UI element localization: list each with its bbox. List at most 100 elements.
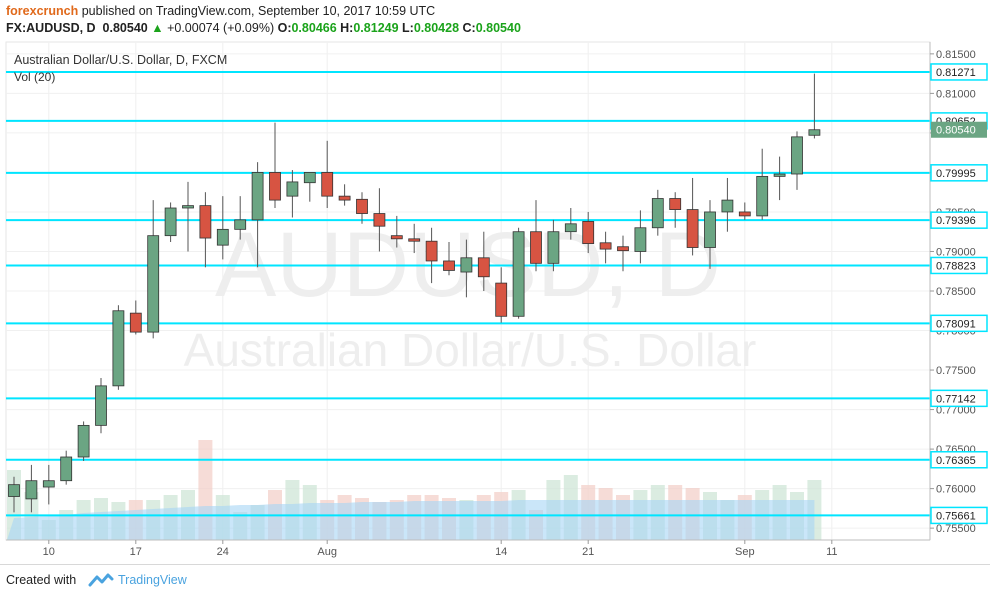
candle [530,200,542,272]
candle [808,73,821,139]
price-tick-label: 0.75500 [936,523,976,535]
time-tick-label: 21 [582,546,594,558]
candles [8,73,821,513]
candle [669,192,682,228]
candle-body [60,456,73,482]
candle [129,300,142,335]
candle [634,210,647,264]
candle-body [303,172,316,184]
candle-body [164,207,177,237]
candle [651,189,664,236]
level-label: 0.78823 [936,260,976,272]
volume-indicator-label: Vol (20) [14,70,55,84]
publish-info: forexcrunch published on TradingView.com… [6,4,435,18]
time-tick-label: 24 [217,546,229,558]
symbol-label: FX:AUDUSD, D [6,21,96,35]
candle [512,227,525,319]
publish-text: published on TradingView.com, September … [81,4,436,18]
candle [112,305,125,390]
candle [599,231,612,264]
level-label-box [930,63,988,81]
candle [425,227,438,284]
candle-body [617,246,629,252]
level-label: 0.79396 [936,215,976,227]
candle-body [8,484,20,497]
candlestick-chart[interactable]: AUDUSD, D Australian Dollar/U.S. Dollar … [0,40,990,564]
candle-body [338,195,351,201]
candle-body [791,136,803,175]
candle [25,464,38,513]
candle [773,156,786,201]
candle [77,421,90,461]
candle [216,196,229,260]
candle-body [808,129,821,136]
candle-body [547,231,560,264]
price-tick-label: 0.81500 [936,49,976,61]
candle [234,196,247,240]
candle-body [182,205,194,209]
footer: Created with TradingView [0,564,990,597]
candle [42,464,55,505]
candle-body [721,199,734,213]
candle [338,184,351,206]
level-label: 0.75661 [936,510,976,522]
candle [95,377,107,434]
author-link[interactable]: forexcrunch [6,4,79,18]
candle-body [651,198,664,229]
candle [321,140,334,208]
time-tick-label: Aug [317,546,337,558]
level-label: 0.79995 [936,168,976,180]
time-axis[interactable]: 10 17 24 Aug 14 21 Sep 11 [6,539,930,558]
candle [8,476,20,513]
candle-body [425,240,438,262]
candle-body [77,424,90,458]
close-value: 0.80540 [475,21,521,35]
horizontal-levels[interactable] [6,70,930,517]
candle-body [25,480,38,500]
time-tick-label: Sep [735,546,755,558]
time-tick-label: 10 [43,546,55,558]
candle [408,223,421,254]
candle [756,148,769,220]
last-price: 0.80540 [102,21,148,35]
candle-body [269,172,281,201]
candle-body [582,221,595,244]
price-tick-label: 0.81000 [936,88,976,100]
candle-body [599,242,612,250]
high-label: H: [340,21,354,35]
candle-body [112,310,125,387]
price-tick-label: 0.79000 [936,246,976,258]
candle-body [373,213,386,227]
candle-body [634,227,647,252]
tradingview-link[interactable]: TradingView [118,573,187,587]
candle [686,177,699,256]
candle [721,177,734,232]
candle [495,267,508,323]
candle-body [756,175,769,217]
candle [582,211,595,254]
chart-header: forexcrunch published on TradingView.com… [0,0,990,40]
candle-body [408,238,421,242]
candle-body [129,312,142,333]
level-labels: 0.812710.806520.799950.793960.788230.780… [930,63,988,525]
candle [199,192,212,268]
candle [443,241,455,276]
price-change: +0.00074 (+0.09%) [167,21,275,35]
candle-body [356,198,368,214]
level-label-box [930,314,988,333]
candle [356,192,368,224]
candle-body [773,173,786,177]
candle [477,231,490,291]
candle-body [443,260,455,271]
watermark-name: Australian Dollar/U.S. Dollar [184,324,757,376]
candle-body [234,219,247,230]
candle [303,172,316,202]
current-price-label: 0.80540 [936,125,976,137]
candle [269,122,281,208]
candle [704,200,716,269]
level-label: 0.77142 [936,393,976,405]
candle [738,202,751,220]
candle-body [42,480,55,488]
candle [286,170,299,218]
open-value: 0.80466 [291,21,337,35]
